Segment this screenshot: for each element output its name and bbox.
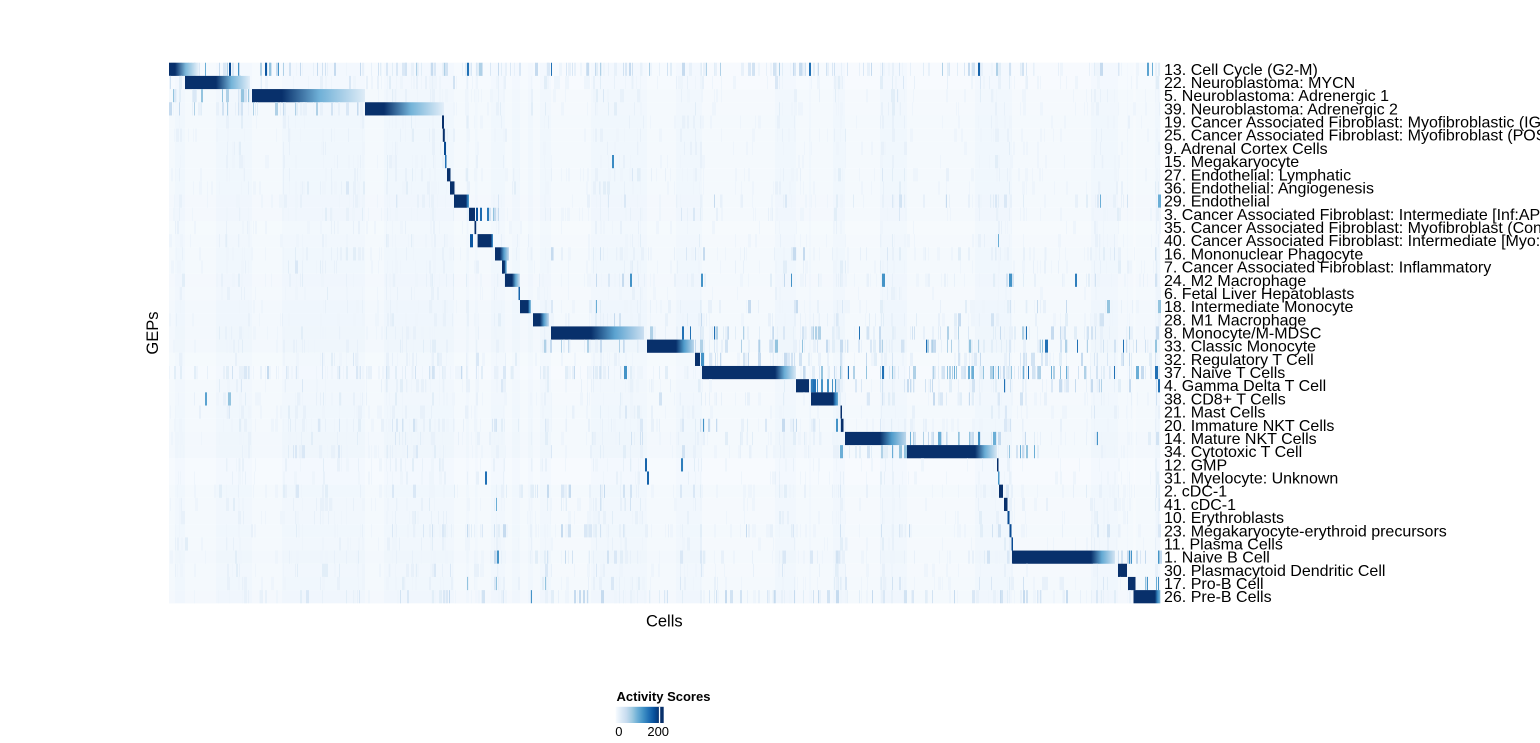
svg-text:23. Megakaryocyte-erythroid pr: 23. Megakaryocyte-erythroid precursors: [1164, 523, 1447, 540]
svg-text:3. Cancer Associated Fibroblas: 3. Cancer Associated Fibroblast: Interme…: [1164, 207, 1540, 224]
svg-text:16. Mononuclear Phagocyte: 16. Mononuclear Phagocyte: [1164, 246, 1363, 263]
svg-text:9. Adrenal Cortex Cells: 9. Adrenal Cortex Cells: [1164, 141, 1328, 158]
svg-text:33. Classic Monocyte: 33. Classic Monocyte: [1164, 339, 1316, 356]
svg-text:20. Immature NKT Cells: 20. Immature NKT Cells: [1164, 418, 1334, 435]
svg-text:27. Endothelial: Lymphatic: 27. Endothelial: Lymphatic: [1164, 167, 1351, 184]
svg-text:200: 200: [647, 724, 669, 739]
svg-text:13. Cell Cycle (G2-M): 13. Cell Cycle (G2-M): [1164, 62, 1318, 79]
svg-text:Activity Scores: Activity Scores: [617, 689, 711, 704]
svg-text:GEPs: GEPs: [144, 311, 162, 354]
svg-text:18. Intermediate Monocyte: 18. Intermediate Monocyte: [1164, 299, 1354, 316]
svg-text:38. CD8+ T Cells: 38. CD8+ T Cells: [1164, 391, 1286, 408]
svg-text:Cells: Cells: [646, 613, 683, 631]
svg-text:8. Monocyte/M-MDSC: 8. Monocyte/M-MDSC: [1164, 326, 1321, 343]
svg-text:14. Mature NKT Cells: 14. Mature NKT Cells: [1164, 431, 1317, 448]
svg-text:2. cDC-1: 2. cDC-1: [1164, 484, 1227, 501]
svg-text:25. Cancer Associated Fibrobla: 25. Cancer Associated Fibroblast: Myofib…: [1164, 128, 1540, 145]
svg-text:11. Plasma Cells: 11. Plasma Cells: [1164, 536, 1283, 553]
svg-text:37. Naive T Cells: 37. Naive T Cells: [1164, 365, 1285, 382]
svg-text:36. Endothelial: Angiogenesis: 36. Endothelial: Angiogenesis: [1164, 180, 1374, 197]
svg-text:28. M1 Macrophage: 28. M1 Macrophage: [1164, 312, 1306, 329]
svg-text:40. Cancer Associated Fibrobla: 40. Cancer Associated Fibroblast: Interm…: [1164, 233, 1540, 250]
svg-text:5. Neuroblastoma: Adrenergic 1: 5. Neuroblastoma: Adrenergic 1: [1164, 88, 1389, 105]
svg-text:15. Megakaryocyte: 15. Megakaryocyte: [1164, 154, 1299, 171]
svg-text:26. Pre-B Cells: 26. Pre-B Cells: [1164, 589, 1272, 606]
svg-text:30. Plasmacytoid Dendritic Cel: 30. Plasmacytoid Dendritic Cell: [1164, 563, 1385, 580]
svg-text:31. Myelocyte: Unknown: 31. Myelocyte: Unknown: [1164, 471, 1338, 488]
svg-text:7. Cancer Associated Fibroblas: 7. Cancer Associated Fibroblast: Inflamm…: [1164, 260, 1491, 277]
svg-text:0: 0: [615, 724, 622, 739]
svg-text:17. Pro-B Cell: 17. Pro-B Cell: [1164, 576, 1264, 593]
svg-text:34. Cytotoxic T Cell: 34. Cytotoxic T Cell: [1164, 444, 1302, 461]
svg-text:6. Fetal Liver Hepatoblasts: 6. Fetal Liver Hepatoblasts: [1164, 286, 1354, 303]
svg-text:24. M2 Macrophage: 24. M2 Macrophage: [1164, 273, 1306, 290]
svg-text:35. Cancer Associated Fibrobla: 35. Cancer Associated Fibroblast: Myofib…: [1164, 220, 1540, 237]
svg-text:32. Regulatory T Cell: 32. Regulatory T Cell: [1164, 352, 1314, 369]
svg-text:4. Gamma Delta T Cell: 4. Gamma Delta T Cell: [1164, 378, 1326, 395]
svg-text:29. Endothelial: 29. Endothelial: [1164, 194, 1270, 211]
svg-text:21. Mast Cells: 21. Mast Cells: [1164, 405, 1265, 422]
svg-text:41. cDC-1: 41. cDC-1: [1164, 497, 1236, 514]
svg-text:19. Cancer Associated Fibrobla: 19. Cancer Associated Fibroblast: Myofib…: [1164, 115, 1540, 132]
svg-text:1. Naive B Cell: 1. Naive B Cell: [1164, 550, 1270, 567]
svg-text:12. GMP: 12. GMP: [1164, 457, 1227, 474]
svg-text:22. Neuroblastoma: MYCN: 22. Neuroblastoma: MYCN: [1164, 75, 1355, 92]
svg-text:39. Neuroblastoma: Adrenergic: 39. Neuroblastoma: Adrenergic 2: [1164, 101, 1398, 118]
svg-text:10. Erythroblasts: 10. Erythroblasts: [1164, 510, 1284, 527]
